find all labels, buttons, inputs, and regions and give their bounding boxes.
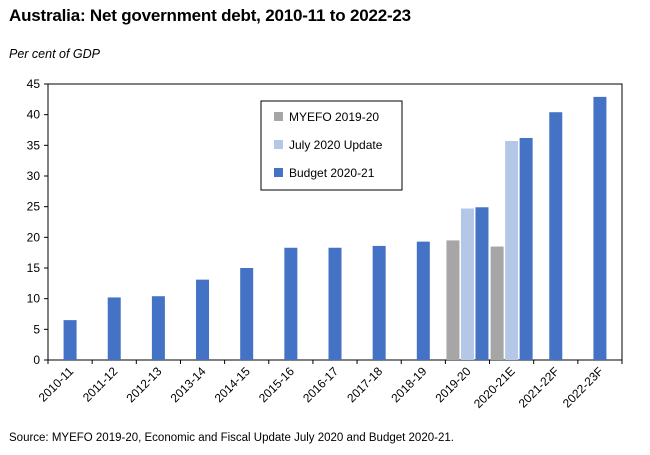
bar-budget-2020-21 <box>107 297 121 360</box>
bar-budget-2020-21 <box>196 279 210 360</box>
x-tick-label: 2013-14 <box>168 364 209 405</box>
x-tick-label: 2021-22F <box>516 364 562 410</box>
bar-myefo-2019-20 <box>446 240 460 360</box>
bar-budget-2020-21 <box>593 96 607 360</box>
bar-budget-2020-21 <box>151 296 165 360</box>
x-tick-label: 2018-19 <box>388 364 429 405</box>
legend-swatch <box>274 140 283 149</box>
bar-budget-2020-21 <box>63 320 77 360</box>
bar-budget-2020-21 <box>284 247 298 360</box>
y-axis-unit-label: Per cent of GDP <box>9 47 101 61</box>
bar-chart: 0 5 10 15 20 25 30 35 40 45 2010-11 2011-12 2012-13… <box>27 77 623 411</box>
x-tick-label: 2017-18 <box>344 364 385 405</box>
bar-budget-2020-21 <box>240 268 254 360</box>
x-tick-label: 2020-21E <box>471 364 518 411</box>
legend-box <box>260 100 403 191</box>
x-tick-label: 2022-23F <box>560 364 606 410</box>
chart-title: Australia: Net government debt, 2010-11 … <box>9 6 411 25</box>
bar-budget-2020-21 <box>416 241 430 360</box>
y-tick-label: 30 <box>27 169 41 183</box>
y-tick-label: 20 <box>27 230 41 244</box>
legend-swatch <box>274 168 283 177</box>
bar-budget-2020-21 <box>519 137 533 360</box>
y-tick-label: 45 <box>27 77 41 91</box>
source-note: Source: MYEFO 2019-20, Economic and Fisc… <box>9 432 454 444</box>
y-tick-label: 10 <box>27 292 41 306</box>
x-tick-label: 2016-17 <box>300 364 341 405</box>
bar-budget-2020-21 <box>372 245 386 360</box>
bar-july-2020-update <box>460 208 474 360</box>
legend-label: MYEFO 2019-20 <box>289 110 379 124</box>
x-tick-label: 2012-13 <box>123 364 164 405</box>
y-tick-label: 35 <box>27 138 41 152</box>
bar-july-2020-update <box>505 141 519 360</box>
y-tick-label: 25 <box>27 200 41 214</box>
bar-budget-2020-21 <box>549 112 563 360</box>
y-tick-label: 5 <box>33 322 40 336</box>
x-tick-label: 2011-12 <box>80 364 121 405</box>
y-tick-label: 15 <box>27 261 41 275</box>
y-tick-label: 0 <box>33 353 40 367</box>
x-tick-label: 2019-20 <box>433 364 474 405</box>
legend-label: July 2020 Update <box>289 138 383 152</box>
bar-myefo-2019-20 <box>490 246 504 360</box>
x-tick-label: 2015-16 <box>256 364 297 405</box>
x-tick-label: 2014-15 <box>212 364 253 405</box>
legend-swatch <box>274 112 283 121</box>
bar-budget-2020-21 <box>475 207 489 360</box>
bar-budget-2020-21 <box>328 247 342 360</box>
legend-label: Budget 2020-21 <box>289 166 375 180</box>
x-tick-label: 2010-11 <box>36 364 77 405</box>
y-tick-label: 40 <box>27 108 41 122</box>
